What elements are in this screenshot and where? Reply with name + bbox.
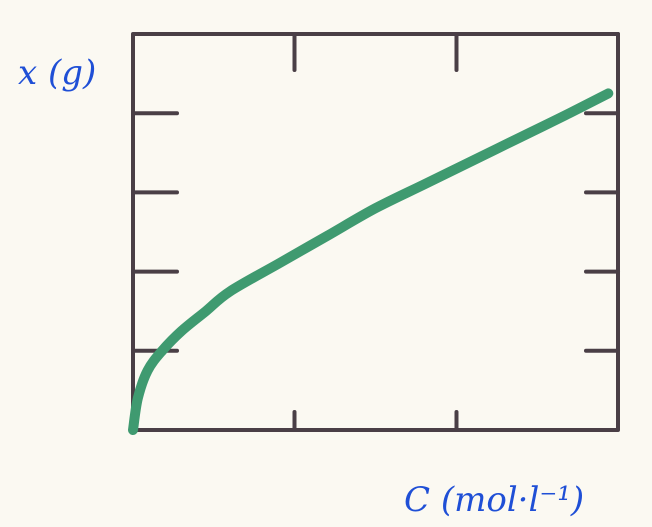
series-group [128,88,614,435]
x-axis-label: C (mol·l⁻¹) [404,480,584,520]
y-axis-label: x (g) [18,53,96,93]
plot-frame [131,32,620,432]
series-line-1 [128,88,614,435]
